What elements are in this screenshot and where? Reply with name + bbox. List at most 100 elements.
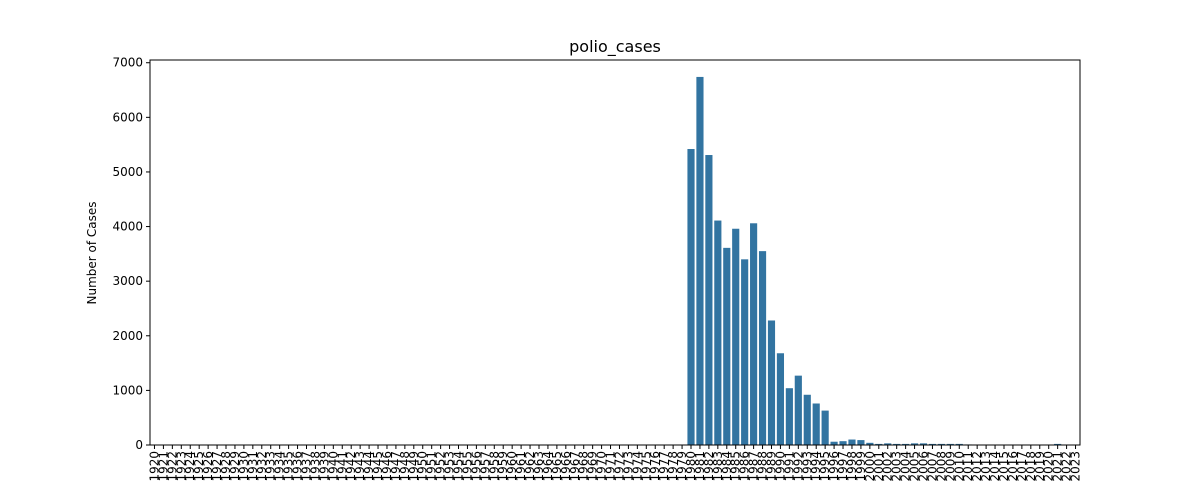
- x-tick-label: 1925: [192, 451, 206, 482]
- x-tick-label: 2012: [970, 451, 984, 482]
- x-tick-label: 1974: [630, 451, 644, 482]
- x-tick-label: 1946: [380, 451, 394, 482]
- bar-1984: [723, 247, 731, 445]
- x-tick-label: 1949: [407, 451, 421, 482]
- bar-1982: [705, 155, 713, 445]
- bar-2021: [1054, 443, 1062, 445]
- x-tick-label: 1941: [335, 451, 349, 482]
- x-tick-label: 1983: [711, 451, 725, 482]
- x-tick-label: 1934: [273, 451, 287, 482]
- x-tick-label: 1939: [317, 451, 331, 482]
- x-tick-label: 1951: [425, 451, 439, 482]
- x-tick-label: 1924: [183, 451, 197, 482]
- x-tick-label: 1984: [720, 451, 734, 482]
- x-tick-label: 2000: [863, 451, 877, 482]
- bar-1988: [758, 251, 767, 445]
- bar-1999: [857, 440, 865, 445]
- x-tick-label: 1977: [657, 451, 671, 482]
- x-tick-label: 1956: [469, 451, 483, 482]
- x-tick-label: 1958: [487, 451, 501, 482]
- x-tick-label: 1967: [568, 451, 582, 482]
- x-tick-label: 1940: [326, 451, 340, 482]
- x-tick-label: 1965: [550, 451, 564, 482]
- x-tick-label: 1937: [299, 451, 313, 482]
- y-axis: 0 1000 2000 3000 4000 5000 6000 7000: [112, 56, 150, 452]
- x-tick-label: 1998: [845, 451, 859, 482]
- y-axis-label: Number of Cases: [85, 201, 99, 304]
- x-tick-label: 1962: [523, 451, 537, 482]
- bar-1983: [714, 220, 722, 445]
- x-tick-label: 1944: [362, 451, 376, 482]
- bar-1995: [821, 410, 829, 445]
- x-tick-label: 1960: [505, 451, 519, 482]
- x-tick-label: 2013: [979, 451, 993, 482]
- x-tick-label: 2023: [1069, 451, 1083, 482]
- x-tick-label: 1959: [496, 451, 510, 482]
- x-tick-label: 1957: [478, 451, 492, 482]
- x-tick-label: 1931: [246, 451, 260, 482]
- x-tick-label: 1950: [416, 451, 430, 482]
- bar-2010: [955, 443, 963, 445]
- x-tick-label: 1936: [291, 451, 305, 482]
- bar-1981: [696, 76, 704, 445]
- x-tick-label: 2014: [988, 451, 1002, 482]
- x-tick-label: 2005: [908, 451, 922, 482]
- x-axis: 1920192119221923192419251926192719281929…: [147, 445, 1083, 482]
- y-tick-label: 7000: [112, 56, 143, 70]
- bar-2006: [919, 443, 928, 445]
- bar-2003: [893, 443, 901, 445]
- x-tick-label: 1933: [264, 451, 278, 482]
- x-tick-label: 1981: [693, 451, 707, 482]
- x-tick-label: 2020: [1042, 451, 1056, 482]
- x-tick-label: 1921: [156, 451, 170, 482]
- x-tick-label: 1947: [389, 451, 403, 482]
- y-tick-label: 2000: [112, 329, 143, 343]
- y-tick-label: 1000: [112, 383, 143, 397]
- x-tick-label: 1999: [854, 451, 868, 482]
- bar-2007: [928, 443, 937, 445]
- y-tick-label: 0: [135, 438, 143, 452]
- x-tick-label: 2006: [917, 451, 931, 482]
- x-tick-label: 1945: [371, 451, 385, 482]
- x-tick-label: 1938: [308, 451, 322, 482]
- x-tick-label: 1972: [612, 451, 626, 482]
- y-tick-label: 5000: [112, 165, 143, 179]
- x-tick-label: 2010: [952, 451, 966, 482]
- chart-title: polio_cases: [569, 37, 661, 57]
- bar-1990: [776, 353, 785, 445]
- x-tick-label: 2008: [934, 451, 948, 482]
- x-tick-label: 2017: [1015, 451, 1029, 482]
- x-tick-label: 1952: [434, 451, 448, 482]
- x-tick-label: 1993: [800, 451, 814, 482]
- x-tick-label: 1935: [282, 451, 296, 482]
- x-tick-label: 1953: [443, 451, 457, 482]
- x-tick-label: 1988: [756, 451, 770, 482]
- bar-1993: [803, 394, 811, 445]
- x-tick-label: 1978: [666, 451, 680, 482]
- x-tick-label: 1927: [210, 451, 224, 482]
- x-tick-label: 1975: [639, 451, 653, 482]
- x-tick-label: 1948: [398, 451, 412, 482]
- x-tick-label: 1955: [460, 451, 474, 482]
- x-tick-label: 2003: [890, 451, 904, 482]
- x-tick-label: 2011: [961, 451, 975, 482]
- x-tick-label: 2009: [943, 451, 957, 482]
- bar-2008: [937, 443, 945, 445]
- x-tick-label: 2021: [1051, 451, 1065, 482]
- x-tick-label: 1976: [648, 451, 662, 482]
- x-tick-label: 1970: [595, 451, 609, 482]
- x-tick-label: 1986: [738, 451, 752, 482]
- bar-1980: [687, 149, 695, 445]
- x-tick-label: 1923: [174, 451, 188, 482]
- x-tick-label: 1928: [219, 451, 233, 482]
- plot-frame: [149, 59, 1081, 446]
- bar-2005: [910, 443, 919, 445]
- x-tick-label: 2018: [1024, 451, 1038, 482]
- bar-2002: [884, 443, 892, 445]
- bar-2001: [875, 443, 883, 445]
- x-tick-label: 1997: [836, 451, 850, 482]
- x-tick-label: 1979: [675, 451, 689, 482]
- x-tick-label: 1966: [559, 451, 573, 482]
- bar-1987: [750, 223, 758, 445]
